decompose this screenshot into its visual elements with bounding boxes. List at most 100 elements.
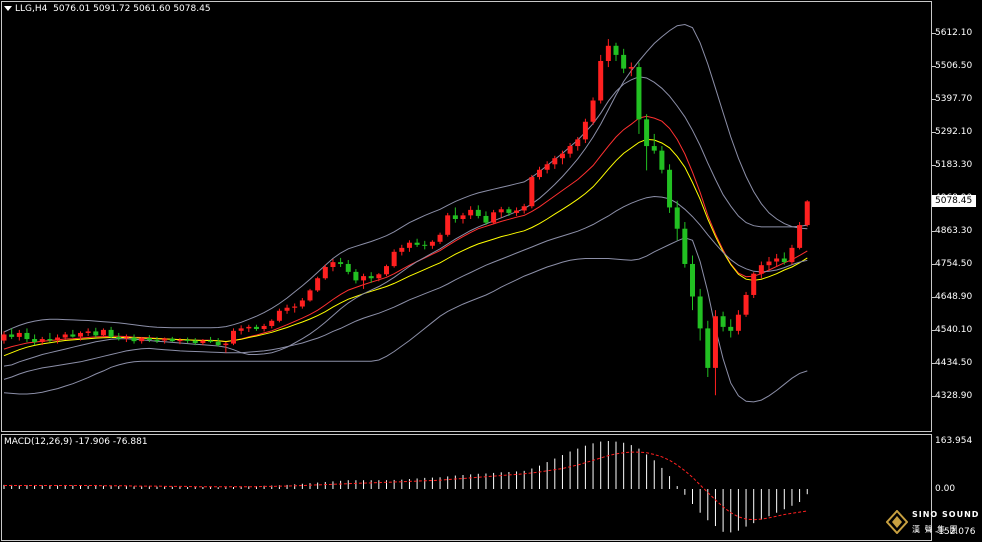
candle-body [376, 274, 382, 279]
candle-body [613, 45, 619, 55]
candle-body [406, 242, 412, 248]
candle-body [766, 261, 772, 266]
candle-body [330, 262, 336, 268]
dropdown-arrow-icon[interactable] [4, 6, 12, 11]
price-tick-mark [932, 264, 936, 265]
candle-body [651, 146, 657, 151]
candle-body [322, 267, 328, 279]
candle-body [223, 343, 229, 346]
candle-body [47, 339, 53, 341]
candle-body [345, 263, 351, 272]
candle-body [108, 329, 114, 337]
candle-body [804, 201, 810, 226]
candle-body [559, 153, 565, 159]
candle-body [238, 328, 244, 331]
candle-body [185, 339, 191, 341]
macd-axis[interactable]: 163.954 0.00 -152.076 [932, 434, 982, 542]
candle-body [636, 67, 642, 120]
candle-body [605, 45, 611, 61]
price-tick-label: 4754.50 [935, 259, 973, 269]
candle-body [32, 339, 38, 343]
candle-body [78, 332, 83, 337]
candle-body [544, 164, 550, 170]
sino-sound-logo: SINO SOUND 漢 聲 集 團 [886, 506, 978, 540]
price-tick-mark [932, 165, 936, 166]
candle-body [797, 225, 803, 248]
candle-body [712, 316, 718, 368]
candle-body [697, 296, 703, 329]
macd-signal-line [4, 451, 808, 521]
price-tick-label: 5183.30 [935, 160, 973, 170]
candle-body [146, 338, 152, 340]
candle-body [514, 210, 520, 213]
candle-body [475, 209, 481, 216]
candle-body [246, 326, 252, 329]
candle-body [567, 146, 573, 154]
candle-body [445, 215, 451, 235]
main-chart-panel[interactable] [1, 1, 932, 432]
band-inner-lower-line [3, 195, 808, 380]
price-tick-mark [932, 330, 936, 331]
candle-body [667, 169, 673, 208]
candle-body [422, 244, 428, 246]
candle-body [391, 251, 397, 267]
candle-body [154, 339, 160, 341]
price-tick-label: 5292.10 [935, 127, 973, 137]
candle-body [621, 54, 627, 69]
candle-body [215, 341, 221, 346]
candle-body [9, 334, 15, 337]
candle-body [735, 314, 741, 331]
candle-body [299, 300, 305, 307]
candle-body [62, 334, 68, 338]
band-upper-line [3, 23, 808, 367]
candle-body [781, 258, 787, 263]
candle-body [644, 119, 650, 147]
logo-text-en: SINO SOUND [912, 510, 980, 519]
candle-body [598, 60, 604, 101]
candle-body [353, 271, 359, 281]
candle-body [85, 331, 91, 333]
candle-body [16, 332, 22, 337]
candle-body [582, 121, 588, 140]
candle-body [361, 276, 367, 281]
price-axis[interactable]: 5612.105506.505397.705292.105183.304968.… [932, 0, 982, 432]
candle-body [529, 177, 535, 207]
price-tick-label: 5612.10 [935, 28, 973, 38]
macd-tick-label: 163.954 [935, 436, 973, 446]
ma-fast-line [3, 115, 808, 350]
candle-body [208, 340, 214, 342]
candle-body [292, 306, 298, 308]
candle-body [24, 332, 30, 340]
candle-body [200, 340, 206, 343]
candle-body [162, 338, 168, 341]
candle-body [261, 325, 267, 329]
price-tick-label: 5397.70 [935, 94, 973, 104]
candle-body [307, 290, 313, 301]
logo-diamond-icon [886, 510, 908, 534]
candle-body [169, 338, 175, 342]
candle-body [70, 334, 76, 337]
candle-body [315, 278, 321, 291]
candle-body [139, 338, 145, 342]
ohlc-label: 5076.01 5091.72 5061.60 5078.45 [53, 4, 211, 14]
candle-body [231, 330, 236, 344]
candle-body [468, 209, 474, 216]
candle-body [590, 100, 596, 122]
candle-body [1, 334, 7, 341]
candle-body [498, 209, 504, 213]
price-tick-label: 4648.90 [935, 292, 973, 302]
candle-body [93, 331, 99, 336]
candle-body [705, 328, 711, 368]
logo-text-cn: 漢 聲 集 團 [912, 525, 959, 534]
candle-body [483, 215, 489, 223]
candle-body [123, 337, 129, 339]
candle-body [177, 339, 183, 342]
candle-body [131, 337, 137, 342]
price-tick-mark [932, 99, 936, 100]
macd-panel[interactable] [1, 434, 932, 541]
price-tick-mark [932, 132, 936, 133]
candle-body [537, 169, 542, 178]
candle-body [414, 242, 420, 245]
candle-body [682, 228, 688, 264]
